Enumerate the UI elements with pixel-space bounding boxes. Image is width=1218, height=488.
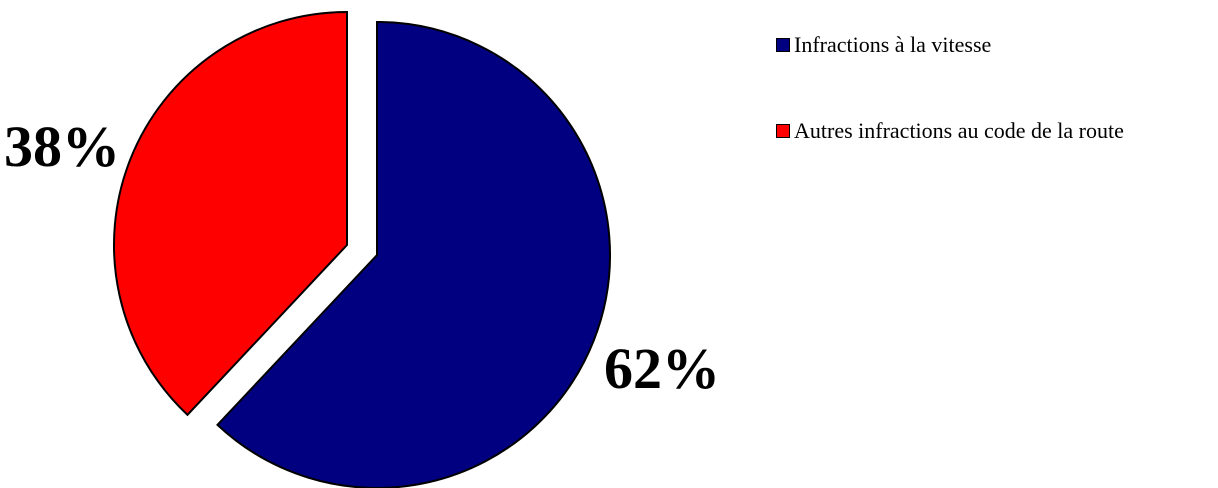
legend-item-other-offences: Autres infractions au code de la route [776,116,1216,146]
pie-slice-1 [113,10,348,417]
pie-slice-0 [216,20,611,488]
pie-data-label-1: 38% [4,114,120,179]
legend-label-other-offences: Autres infractions au code de la route [794,118,1124,143]
legend-swatch-speeding [776,38,790,52]
legend-item-speeding: Infractions à la vitesse [776,30,1216,60]
legend-label-speeding: Infractions à la vitesse [794,32,992,57]
chart-legend: Infractions à la vitesse Autres infracti… [776,30,1216,202]
legend-swatch-other-offences [776,124,790,138]
pie-data-label-0: 62% [604,336,720,401]
